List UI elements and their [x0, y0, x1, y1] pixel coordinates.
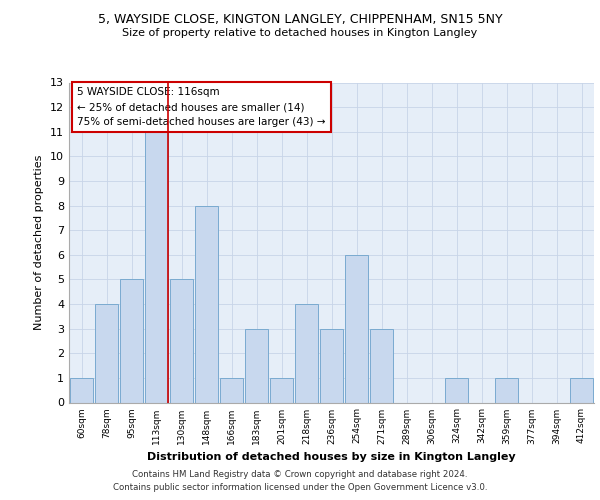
Bar	[320, 328, 343, 402]
Text: Contains public sector information licensed under the Open Government Licence v3: Contains public sector information licen…	[113, 484, 487, 492]
X-axis label: Distribution of detached houses by size in Kington Langley: Distribution of detached houses by size …	[147, 452, 516, 462]
Text: 5 WAYSIDE CLOSE: 116sqm
← 25% of detached houses are smaller (14)
75% of semi-de: 5 WAYSIDE CLOSE: 116sqm ← 25% of detache…	[77, 88, 325, 127]
Bar	[245, 328, 268, 402]
Bar	[370, 328, 394, 402]
Bar	[145, 132, 169, 402]
Bar	[269, 378, 293, 402]
Bar	[170, 280, 193, 402]
Bar	[569, 378, 593, 402]
Text: Contains HM Land Registry data © Crown copyright and database right 2024.: Contains HM Land Registry data © Crown c…	[132, 470, 468, 479]
Text: 5, WAYSIDE CLOSE, KINGTON LANGLEY, CHIPPENHAM, SN15 5NY: 5, WAYSIDE CLOSE, KINGTON LANGLEY, CHIPP…	[98, 12, 502, 26]
Bar	[194, 206, 218, 402]
Bar	[95, 304, 118, 402]
Bar	[70, 378, 94, 402]
Bar	[119, 280, 143, 402]
Y-axis label: Number of detached properties: Number of detached properties	[34, 155, 44, 330]
Bar	[494, 378, 518, 402]
Bar	[344, 255, 368, 402]
Bar	[220, 378, 244, 402]
Text: Size of property relative to detached houses in Kington Langley: Size of property relative to detached ho…	[122, 28, 478, 38]
Bar	[445, 378, 469, 402]
Bar	[295, 304, 319, 402]
